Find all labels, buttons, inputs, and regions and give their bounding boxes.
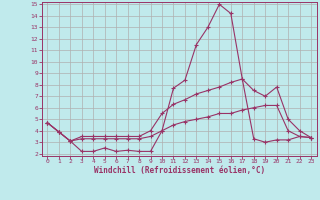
X-axis label: Windchill (Refroidissement éolien,°C): Windchill (Refroidissement éolien,°C) xyxy=(94,166,265,175)
